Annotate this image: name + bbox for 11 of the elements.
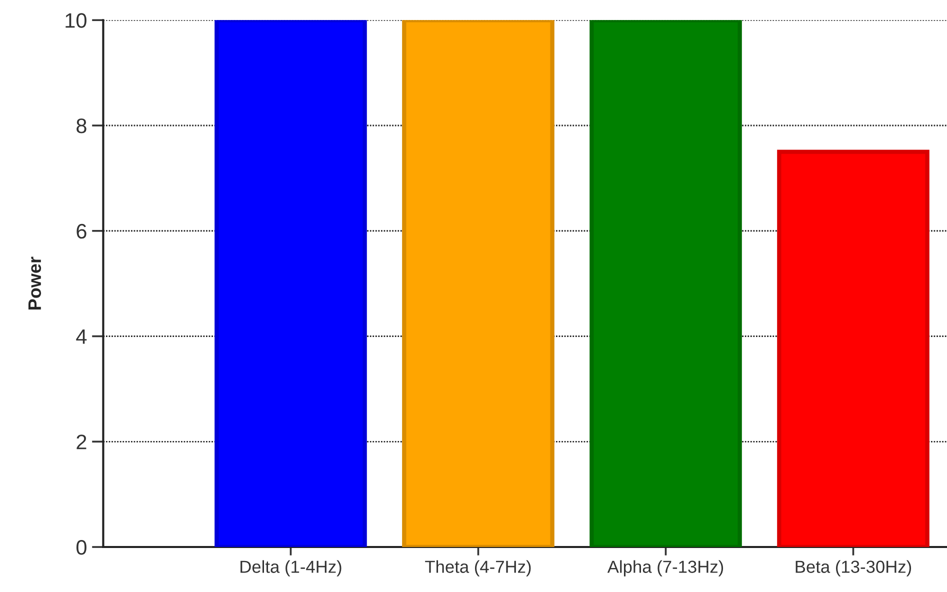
y-tick-label: 4: [76, 329, 87, 344]
y-tick-label: 2: [76, 434, 86, 450]
x-tick-label: Theta (4-7Hz): [425, 560, 531, 576]
y-tick-label: 8: [76, 118, 86, 134]
y-tick-label: 10: [66, 13, 86, 28]
y-axis-title: Power: [28, 256, 42, 310]
y-tick-label: 0: [76, 540, 86, 555]
y-tick-label: 6: [76, 224, 86, 239]
x-tick-label: Beta (13-30Hz): [796, 560, 912, 576]
x-tick-label: Alpha (7-13Hz): [607, 560, 724, 576]
x-tick-label: Delta (1-4Hz): [240, 560, 342, 576]
